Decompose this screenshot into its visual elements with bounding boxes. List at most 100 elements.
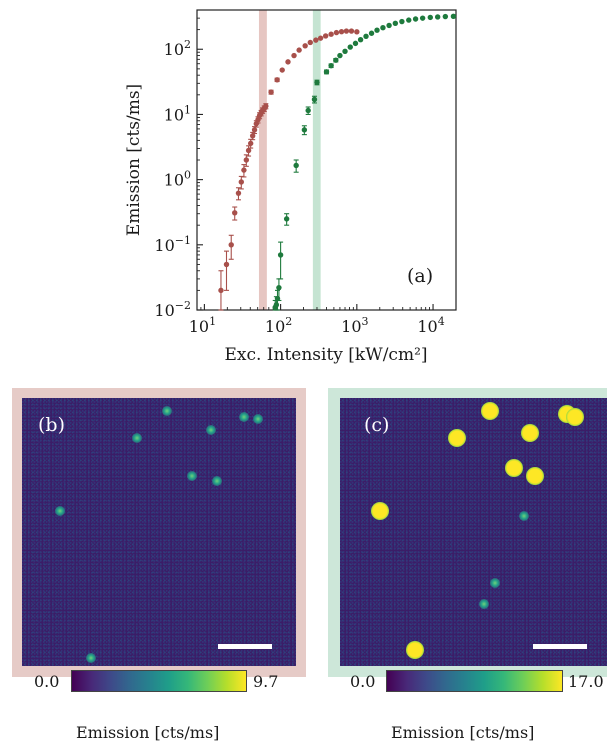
data-point bbox=[285, 59, 291, 65]
data-point bbox=[337, 52, 343, 59]
y-tick-label: 102 bbox=[164, 38, 191, 59]
data-point bbox=[333, 29, 340, 36]
data-point bbox=[232, 210, 238, 216]
emitter-spot bbox=[371, 501, 390, 520]
data-point bbox=[338, 28, 345, 35]
data-point bbox=[223, 261, 230, 268]
data-point bbox=[243, 157, 250, 163]
data-point bbox=[347, 44, 353, 50]
data-point bbox=[412, 16, 419, 22]
colorbar-b bbox=[71, 670, 247, 692]
data-point bbox=[305, 107, 311, 114]
data-point bbox=[354, 29, 360, 35]
emitter-spot bbox=[520, 423, 539, 442]
data-point bbox=[333, 57, 339, 63]
data-point bbox=[368, 30, 375, 36]
data-point bbox=[302, 43, 308, 49]
panel-c-microscope-image: (c) bbox=[340, 398, 607, 666]
data-point bbox=[238, 179, 245, 185]
data-point bbox=[245, 147, 252, 154]
data-point bbox=[279, 67, 285, 73]
data-point bbox=[276, 284, 282, 291]
emitter-spot bbox=[504, 458, 523, 477]
emitter-spot bbox=[211, 476, 222, 487]
y-axis-label: Emission [cts/ms] bbox=[124, 84, 144, 236]
y-axis-ticks: 10−2 10−1 100 101 102 bbox=[154, 9, 203, 320]
data-point bbox=[434, 14, 441, 20]
data-point bbox=[399, 18, 405, 25]
y-tick-label: 100 bbox=[164, 169, 191, 190]
data-point bbox=[322, 33, 329, 39]
data-point bbox=[268, 89, 274, 95]
data-point bbox=[218, 287, 224, 294]
emitter-spot bbox=[132, 433, 143, 444]
data-point bbox=[296, 47, 302, 53]
colorbar-c-max-label: 17.0 bbox=[568, 672, 604, 691]
data-point bbox=[427, 14, 433, 21]
data-point bbox=[251, 127, 258, 133]
panel-a-label: (a) bbox=[407, 265, 433, 287]
x-tick-label: 102 bbox=[265, 315, 292, 336]
series-1 bbox=[272, 13, 457, 311]
panel-b-label: (b) bbox=[38, 414, 65, 436]
colorbar-c-min-label: 0.0 bbox=[350, 672, 376, 691]
emitter-spot bbox=[206, 425, 217, 436]
scale-bar bbox=[218, 644, 272, 649]
data-point bbox=[328, 62, 334, 69]
data-point bbox=[317, 35, 324, 41]
data-point bbox=[293, 162, 299, 169]
data-point bbox=[247, 140, 254, 147]
data-point bbox=[343, 28, 350, 34]
x-axis-ticks: 101 102 103 104 bbox=[189, 304, 457, 336]
panel-c-label: (c) bbox=[364, 414, 390, 436]
emitter-spot bbox=[238, 411, 249, 422]
y-tick-label: 101 bbox=[164, 103, 191, 124]
data-point bbox=[328, 31, 334, 37]
data-point bbox=[314, 79, 320, 86]
data-point bbox=[301, 127, 308, 133]
data-point bbox=[273, 302, 280, 308]
x-tick-label: 103 bbox=[341, 315, 368, 336]
emitter-spot bbox=[565, 407, 584, 426]
scale-bar bbox=[533, 644, 587, 649]
data-series bbox=[218, 13, 457, 311]
data-point bbox=[323, 69, 330, 75]
colorbar-c bbox=[386, 670, 563, 692]
shaded-band-1 bbox=[312, 10, 321, 310]
series-0 bbox=[218, 28, 360, 311]
data-point bbox=[352, 40, 359, 47]
x-tick-label: 101 bbox=[189, 315, 216, 336]
data-point bbox=[313, 37, 319, 43]
emitter-spot bbox=[519, 510, 530, 521]
data-point bbox=[363, 33, 369, 39]
data-point bbox=[249, 133, 256, 139]
data-point bbox=[374, 27, 380, 33]
emitter-spot bbox=[162, 406, 173, 417]
y-tick-label: 10−2 bbox=[154, 299, 191, 320]
background-noise bbox=[340, 398, 607, 666]
data-point bbox=[392, 20, 399, 27]
data-point bbox=[357, 37, 364, 43]
data-point bbox=[277, 252, 284, 258]
emitter-spot bbox=[480, 402, 499, 421]
emitter-spot bbox=[525, 466, 544, 485]
colorbar-b-min-label: 0.0 bbox=[34, 672, 60, 691]
data-point bbox=[263, 103, 269, 109]
emitter-spot bbox=[186, 470, 197, 481]
shaded-band-0 bbox=[258, 10, 267, 310]
data-point bbox=[348, 28, 355, 34]
colorbar-b-max-label: 9.7 bbox=[253, 672, 279, 691]
data-point bbox=[283, 216, 290, 222]
data-point bbox=[406, 17, 412, 23]
x-axis-label: Exc. Intensity [kW/cm²] bbox=[224, 345, 427, 365]
emitter-spot bbox=[479, 599, 490, 610]
data-point bbox=[442, 13, 449, 20]
y-tick-label: 10−1 bbox=[154, 234, 191, 255]
data-point bbox=[228, 242, 234, 248]
emitter-spot bbox=[85, 652, 96, 663]
data-point bbox=[380, 25, 386, 31]
colorbar-b-title: Emission [cts/ms] bbox=[76, 723, 220, 742]
data-point bbox=[386, 22, 392, 29]
emission-vs-intensity-plot: 101 102 103 104 10−2 10−1 100 101 102 (a) Exc. … bbox=[124, 9, 457, 365]
emitter-spot bbox=[405, 640, 424, 659]
